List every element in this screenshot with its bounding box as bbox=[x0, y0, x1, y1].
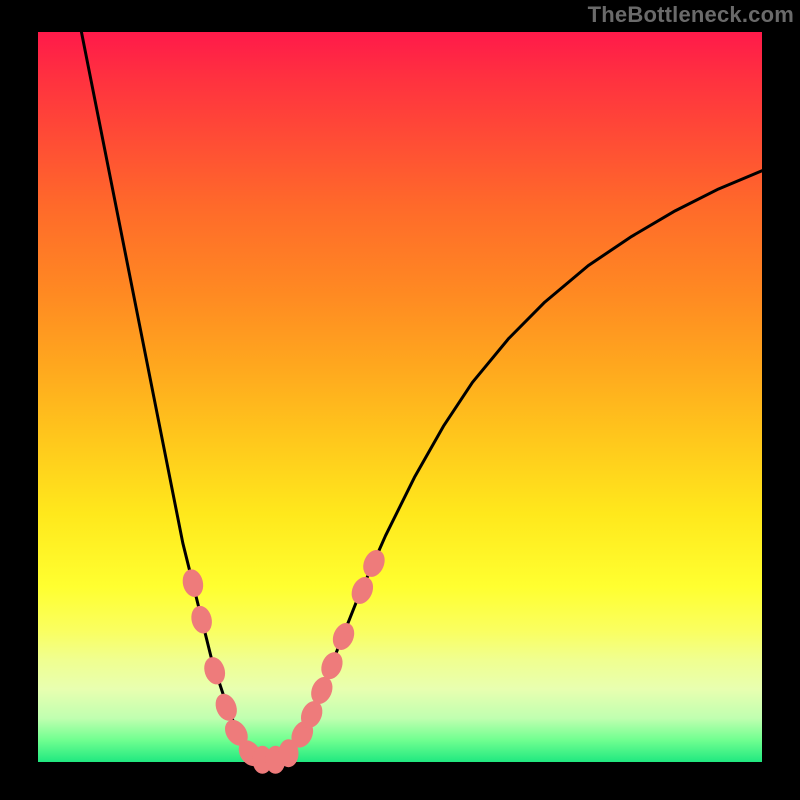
curve-marker bbox=[201, 654, 229, 687]
curve-layer bbox=[81, 32, 762, 762]
watermark-text: TheBottleneck.com bbox=[588, 2, 794, 28]
curve-marker bbox=[180, 567, 206, 599]
markers-layer bbox=[180, 547, 389, 774]
chart-svg bbox=[0, 0, 800, 800]
curve-marker bbox=[212, 691, 241, 724]
curve-marker bbox=[329, 620, 358, 653]
bottleneck-curve bbox=[81, 32, 762, 762]
curve-marker bbox=[359, 547, 388, 581]
curve-marker bbox=[348, 574, 377, 608]
chart-frame: TheBottleneck.com bbox=[0, 0, 800, 800]
curve-marker bbox=[188, 604, 214, 636]
